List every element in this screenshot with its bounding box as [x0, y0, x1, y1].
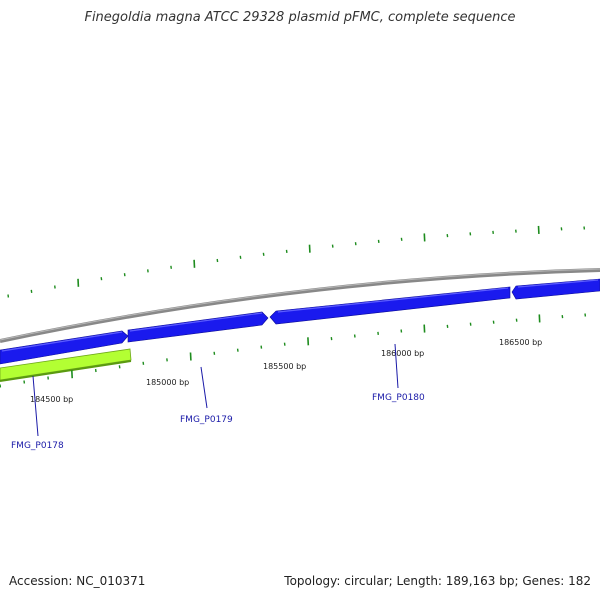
outer-tick-ring: [7, 225, 586, 298]
position-label-184500: 184500 bp: [30, 395, 73, 404]
position-label-185500: 185500 bp: [263, 362, 306, 371]
inner-tick-ring: [0, 313, 587, 388]
gene-block-left[interactable]: [0, 330, 129, 365]
map-title: Finegoldia magna ATCC 29328 plasmid pFMC…: [84, 10, 516, 25]
position-label-186500: 186500 bp: [499, 338, 542, 347]
accession-label: Accession: NC_010371: [9, 574, 146, 588]
topology-summary: Topology: circular; Length: 189,163 bp; …: [284, 574, 591, 588]
gene-block-FMG_P0180[interactable]: [269, 286, 511, 325]
sequence-backbone: [0, 268, 600, 343]
sequence-backbone-highlight: [0, 268, 600, 341]
gene-block-FMG_P0178[interactable]: [0, 348, 132, 382]
leader-line-FMG_P0178: [32, 375, 39, 437]
gene-label-FMG_P0180[interactable]: FMG_P0180: [372, 393, 425, 403]
position-label-185000: 185000 bp: [146, 378, 189, 387]
gene-block-shine: [1, 279, 599, 352]
gene-block-right[interactable]: [511, 278, 600, 300]
gene-blocks: [0, 278, 600, 365]
leader-line-FMG_P0179: [200, 366, 208, 409]
position-label-186000: 186000 bp: [381, 349, 424, 358]
leader-line-FMG_P0180: [394, 343, 399, 389]
gene-label-FMG_P0178[interactable]: FMG_P0178: [11, 441, 64, 451]
gene-label-FMG_P0179[interactable]: FMG_P0179: [180, 415, 233, 425]
gene-block-FMG_P0179[interactable]: [127, 311, 269, 343]
